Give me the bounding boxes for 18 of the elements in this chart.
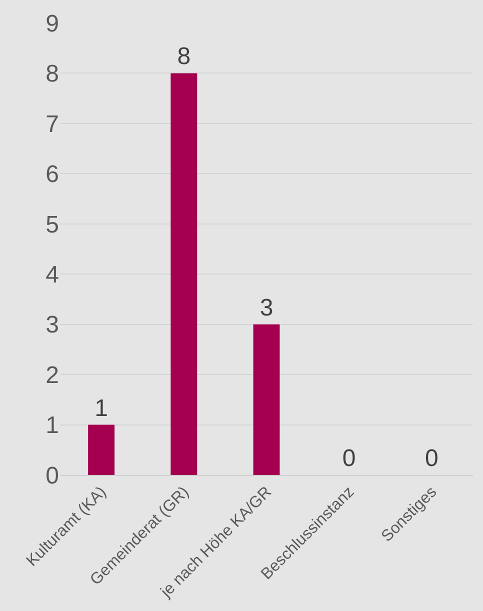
y-tick-label: 2 xyxy=(46,362,59,389)
bar xyxy=(253,324,280,475)
data-label: 1 xyxy=(94,394,108,422)
data-label: 0 xyxy=(342,445,356,472)
y-tick-label: 6 xyxy=(46,161,59,188)
data-label: 8 xyxy=(177,43,191,70)
data-label: 0 xyxy=(425,445,438,472)
y-tick-label: 3 xyxy=(46,312,59,339)
y-tick-label: 5 xyxy=(46,211,59,238)
y-tick-label: 9 xyxy=(46,10,59,38)
bar xyxy=(88,424,115,475)
y-tick-label: 7 xyxy=(46,110,59,138)
bar xyxy=(170,73,198,475)
y-tick-label: 8 xyxy=(46,60,59,88)
data-label: 3 xyxy=(260,294,274,322)
y-tick-label: 0 xyxy=(46,462,59,490)
y-tick-label: 4 xyxy=(46,262,59,289)
y-tick-label: 1 xyxy=(46,412,59,440)
